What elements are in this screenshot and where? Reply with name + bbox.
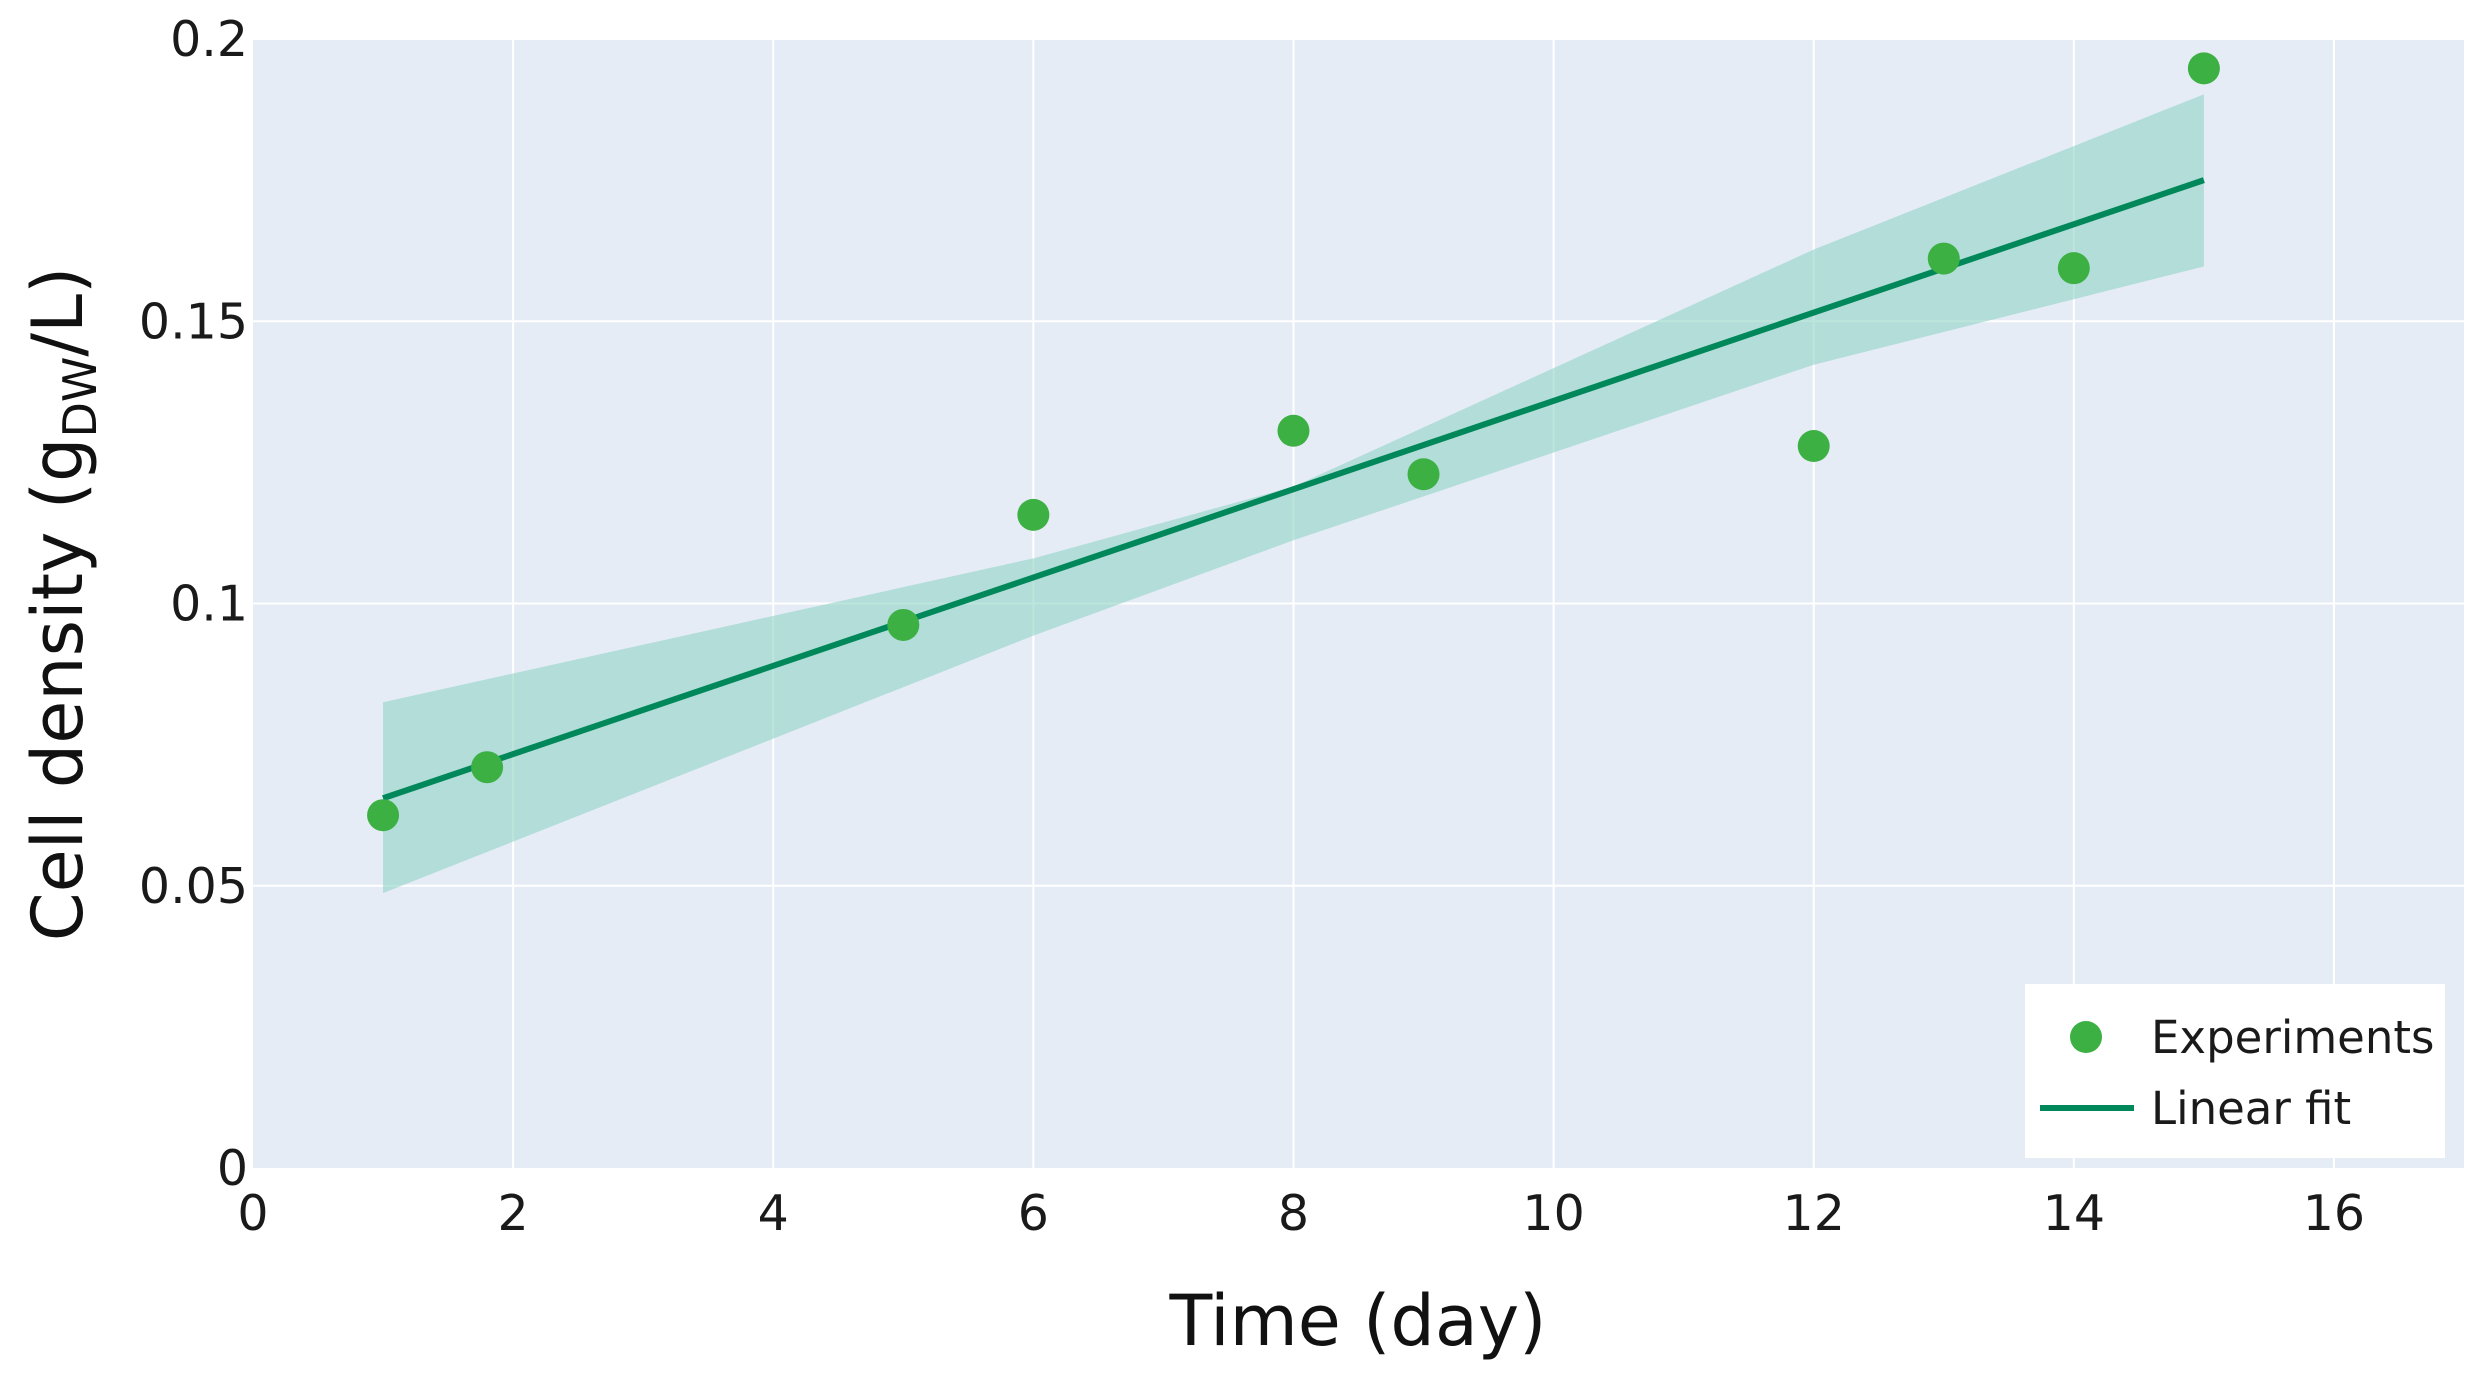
scatter-points — [367, 52, 2220, 832]
legend-linear-fit-label: Linear fit — [2151, 1082, 2351, 1135]
x-tick-label: 14 — [2043, 1185, 2105, 1242]
x-tick-label: 6 — [1018, 1185, 1049, 1242]
y-axis-title-subscript: DW — [53, 357, 107, 438]
data-point — [1797, 430, 1830, 463]
legend-experiments-label: Experiments — [2151, 1011, 2434, 1064]
legend-experiments-marker — [2070, 1021, 2102, 1053]
x-tick-label: 4 — [758, 1185, 789, 1242]
data-point — [1277, 414, 1310, 447]
data-point — [367, 799, 400, 832]
y-tick-label: 0.15 — [139, 293, 248, 350]
confidence-band-layer — [383, 94, 2204, 894]
linear-fit-line — [382, 177, 2205, 802]
x-axis-title: Time (day) — [1169, 1280, 1547, 1362]
data-point — [471, 751, 504, 784]
x-tick-label: 12 — [1783, 1185, 1845, 1242]
y-tick-label: 0.2 — [170, 11, 248, 68]
y-axis-title-suffix: /L) — [17, 267, 99, 357]
data-point — [887, 608, 920, 641]
y-tick-label: 0 — [217, 1140, 248, 1197]
x-tick-label: 0 — [237, 1185, 268, 1242]
y-axis-title-prefix: Cell density (g — [17, 438, 99, 942]
x-tick-label: 10 — [1522, 1185, 1584, 1242]
y-axis-title: Cell density (gDW/L) — [17, 267, 107, 942]
data-point — [2187, 52, 2220, 85]
y-tick-label: 0.1 — [170, 576, 248, 633]
x-tick-label: 8 — [1278, 1185, 1309, 1242]
x-tick-labels: 0 2 4 6 8 10 12 14 16 — [237, 1185, 2365, 1242]
confidence-band — [383, 94, 2204, 894]
legend: Experiments Linear fit — [2025, 984, 2445, 1158]
y-tick-label: 0.05 — [139, 858, 248, 915]
fit-line-layer — [382, 177, 2205, 802]
data-point — [1927, 242, 1960, 275]
data-point — [1017, 498, 1050, 531]
data-point — [2057, 252, 2090, 285]
x-tick-label: 16 — [2303, 1185, 2365, 1242]
data-point — [1407, 458, 1440, 491]
x-tick-label: 2 — [498, 1185, 529, 1242]
y-tick-labels: 0 0.05 0.1 0.15 0.2 — [139, 11, 248, 1197]
legend-box — [2025, 984, 2445, 1158]
